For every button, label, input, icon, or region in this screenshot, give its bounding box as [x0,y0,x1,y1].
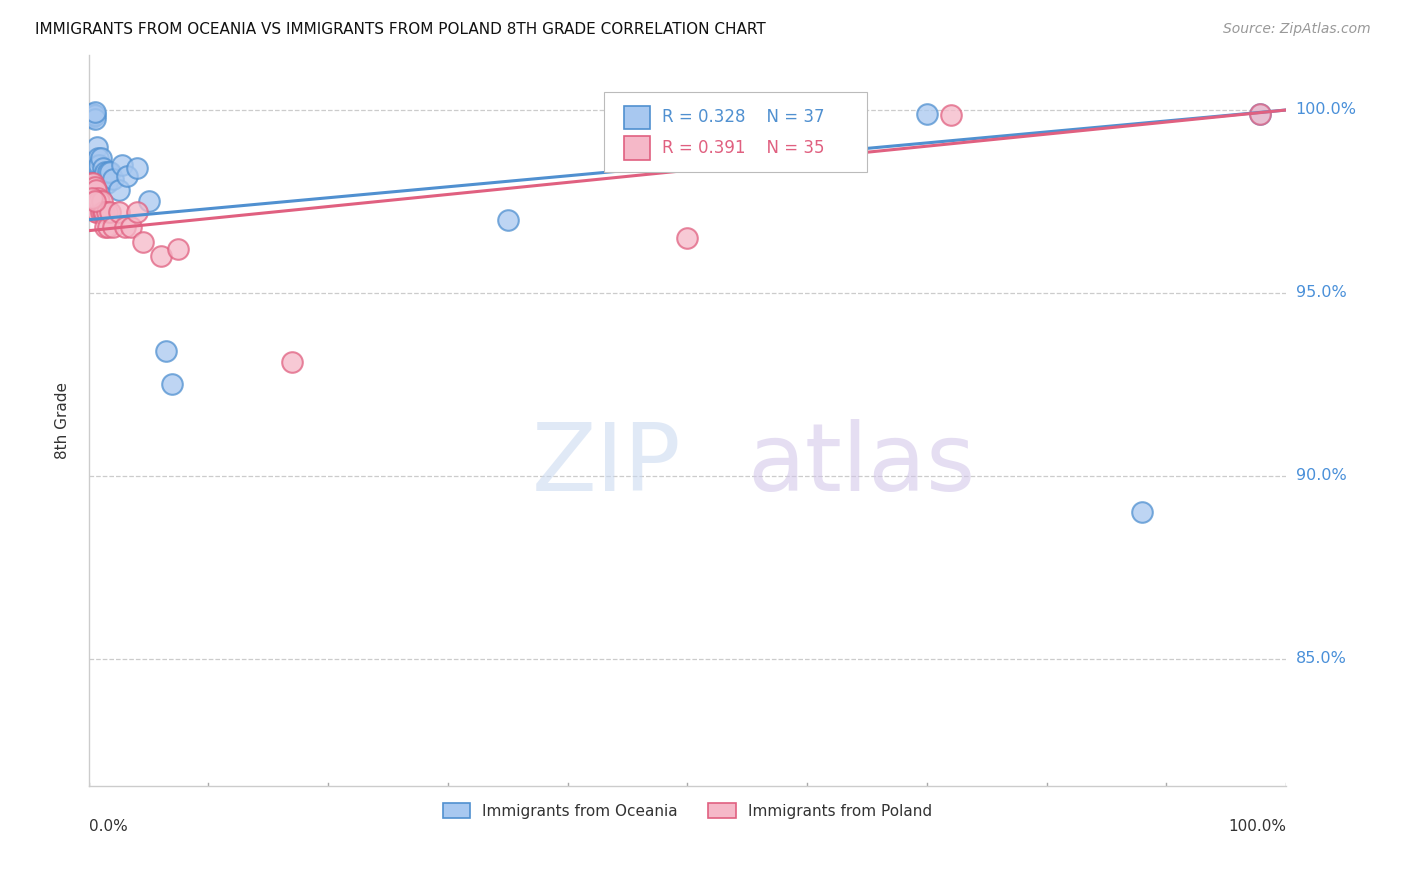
Point [915,106,938,120]
Point [939,108,962,122]
Point [114,219,136,234]
Point [120,219,142,234]
Text: R = 0.328    N = 37: R = 0.328 N = 37 [662,108,825,127]
Point [82,106,104,120]
Point [90,151,112,165]
Point [101,219,124,234]
Point [107,183,129,197]
Text: 95.0%: 95.0% [1296,285,1347,301]
Point [86,158,108,172]
Point [83,194,105,209]
Point [91,161,114,176]
Point [1249,106,1271,120]
Point [87,183,110,197]
Point [80,176,103,190]
Point [107,205,129,219]
Point [82,194,104,209]
FancyBboxPatch shape [603,92,868,172]
Point [115,169,138,183]
Text: ZIP: ZIP [531,418,682,511]
Legend: Immigrants from Oceania, Immigrants from Poland: Immigrants from Oceania, Immigrants from… [434,795,939,826]
Point [496,212,519,227]
Point [149,249,172,263]
Point [84,183,107,197]
Point [93,205,115,219]
Point [83,179,105,194]
Point [84,158,107,172]
Point [91,205,114,219]
Point [82,108,104,122]
Point [82,108,104,122]
Point [676,231,699,245]
Point [125,161,148,176]
Point [111,158,134,172]
Point [87,151,110,165]
Point [83,104,105,119]
Point [155,344,177,359]
Point [98,205,121,219]
Point [82,176,104,190]
Point [90,194,112,209]
FancyBboxPatch shape [624,136,650,160]
Point [1249,106,1271,120]
Point [167,242,190,256]
Point [90,169,112,183]
Point [83,112,105,127]
Text: 90.0%: 90.0% [1296,468,1347,483]
Point [82,191,104,205]
Point [86,205,108,219]
Point [82,179,104,194]
Point [82,106,104,120]
Text: atlas: atlas [747,418,976,511]
Point [86,139,108,153]
Text: 8th Grade: 8th Grade [55,383,70,459]
Point [125,205,148,219]
Point [82,111,104,125]
Point [87,191,110,205]
Point [83,191,105,205]
Point [84,205,107,219]
Text: 85.0%: 85.0% [1296,651,1347,666]
Text: 0.0%: 0.0% [89,820,128,834]
Point [131,235,153,249]
Point [86,183,108,197]
Point [162,377,184,392]
Point [80,191,103,205]
Point [281,355,304,369]
Point [82,191,104,205]
Point [1132,505,1154,519]
Point [96,205,118,219]
FancyBboxPatch shape [624,105,650,129]
Point [89,158,111,172]
Point [96,176,118,190]
Text: 100.0%: 100.0% [1296,103,1357,118]
Point [93,169,115,183]
Point [80,108,103,122]
Point [97,219,120,234]
Point [97,165,120,179]
Point [98,165,121,179]
Text: Source: ZipAtlas.com: Source: ZipAtlas.com [1223,22,1371,37]
Point [84,183,107,197]
Point [94,165,117,179]
Text: IMMIGRANTS FROM OCEANIA VS IMMIGRANTS FROM POLAND 8TH GRADE CORRELATION CHART: IMMIGRANTS FROM OCEANIA VS IMMIGRANTS FR… [35,22,766,37]
Point [94,219,117,234]
Text: R = 0.391    N = 35: R = 0.391 N = 35 [662,139,825,157]
Text: 100.0%: 100.0% [1227,820,1286,834]
Point [138,194,160,209]
Point [101,172,124,186]
Point [83,108,105,122]
Point [89,194,111,209]
Point [90,205,112,219]
